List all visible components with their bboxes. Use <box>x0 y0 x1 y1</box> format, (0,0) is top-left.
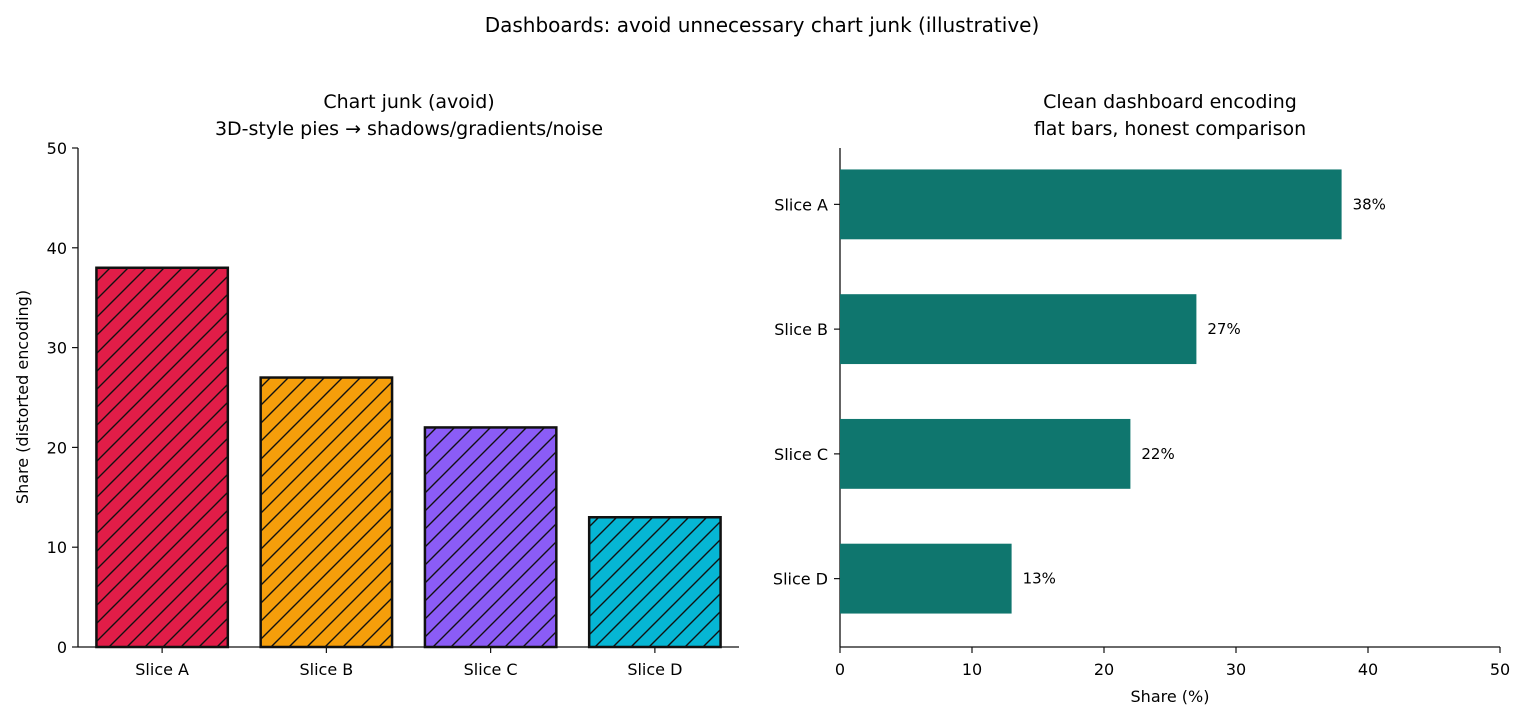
right-bar-slice-c <box>840 418 1131 489</box>
left-y-tick-label: 0 <box>57 638 67 657</box>
right-chart-title: Clean dashboard encoding <box>1043 91 1297 113</box>
right-chart-subtitle: flat bars, honest comparison <box>1034 118 1306 140</box>
right-x-tick-label: 20 <box>1094 660 1114 679</box>
right-x-tick-label: 10 <box>962 660 982 679</box>
left-bar-hatch <box>423 426 558 649</box>
right-y-tick-label: Slice D <box>773 570 828 589</box>
left-y-tick-label: 20 <box>47 438 67 457</box>
left-x-tick-label: Slice C <box>464 660 518 679</box>
left-x-tick-label: Slice D <box>627 660 682 679</box>
left-y-tick-label: 10 <box>47 538 67 557</box>
right-plot-area: 0 10 20 30 40 50 Slice A 38% Slice B 27% Slice C 22… <box>773 148 1510 679</box>
left-bar-hatch <box>587 516 722 649</box>
right-bar-data-label: 38% <box>1353 195 1386 213</box>
left-bar-hatch <box>95 266 230 649</box>
left-x-tick-label: Slice B <box>300 660 354 679</box>
left-y-tick-label: 50 <box>47 139 67 158</box>
right-bar-data-label: 22% <box>1141 445 1174 463</box>
right-bar-slice-b <box>840 294 1197 365</box>
left-chart-title: Chart junk (avoid) <box>323 91 494 113</box>
right-bar-data-label: 27% <box>1207 320 1240 338</box>
right-y-tick-label: Slice C <box>774 445 828 464</box>
left-x-tick-label: Slice A <box>135 660 189 679</box>
right-x-tick-label: 40 <box>1358 660 1378 679</box>
right-x-tick-label: 30 <box>1226 660 1246 679</box>
left-y-tick-label: 40 <box>47 239 67 258</box>
right-y-tick-label: Slice A <box>774 195 828 214</box>
right-bar-data-label: 13% <box>1023 570 1056 588</box>
right-y-tick-label: Slice B <box>774 320 828 339</box>
left-y-tick-label: 30 <box>47 339 67 358</box>
right-bar-slice-a <box>840 169 1342 240</box>
figure-suptitle: Dashboards: avoid unnecessary chart junk… <box>485 13 1040 37</box>
left-bar-hatch <box>259 376 394 649</box>
right-x-tick-label: 0 <box>835 660 845 679</box>
right-x-axis-label: Share (%) <box>1131 687 1210 706</box>
left-y-axis-label: Share (distorted encoding) <box>13 290 32 504</box>
left-chart-subtitle: 3D-style pies → shadows/gradients/noise <box>215 118 603 140</box>
left-plot-area: 0 10 20 30 40 50 Slice A Slice B Slice C Slice D <box>47 139 739 679</box>
right-x-tick-label: 50 <box>1490 660 1510 679</box>
right-bar-slice-d <box>840 543 1012 614</box>
